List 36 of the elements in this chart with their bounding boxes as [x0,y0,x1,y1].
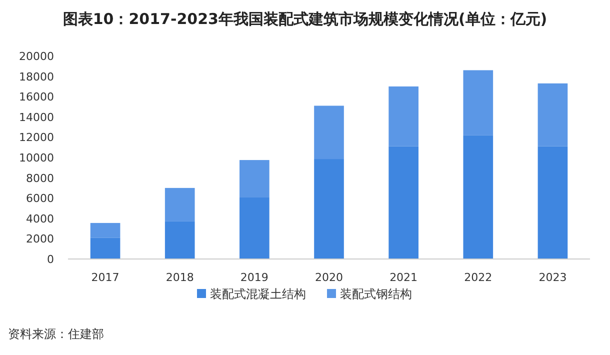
bar [164,221,195,259]
y-tick-label: 4000 [26,212,54,226]
x-tick-label: 2020 [315,271,343,284]
bar [164,188,195,222]
bar [538,146,568,259]
bar [388,146,418,259]
x-tick-label: 2023 [538,271,567,284]
text: 资料来源：住建部 [8,327,104,341]
y-tick-label: 16000 [19,90,54,104]
x-tick-label: 2019 [240,271,268,284]
y-tick-label: 14000 [19,110,54,124]
bar [90,222,120,238]
title: 图表10：2017-2023年我国装配式建筑市场规模变化情况(单位：亿元) [62,10,548,28]
bar [314,159,344,259]
y-tick-label: 8000 [26,172,54,185]
y-tick-label: 0 [47,253,54,266]
legend-label: 装配式钢结构 [340,287,412,301]
y-tick-label: 6000 [26,192,54,206]
y-tick-label: 12000 [19,131,54,144]
bar [538,83,568,146]
bar [314,106,344,160]
legend-label: 装配式混凝土结构 [210,287,306,301]
bar [90,238,120,259]
bar [240,160,270,198]
y-tick-label: 10000 [19,152,54,164]
bar [388,86,418,146]
y-tick-label: 20000 [19,50,54,63]
y-tick-label: 2000 [26,232,54,246]
bar [240,197,270,259]
y-tick-label: 18000 [19,70,54,84]
x-tick-label: 2017 [91,271,120,284]
bar [463,135,494,259]
bar [463,70,494,136]
x-tick-label: 2021 [390,271,418,284]
x-tick-label: 2018 [166,271,194,284]
x-tick-label: 2022 [464,271,492,284]
